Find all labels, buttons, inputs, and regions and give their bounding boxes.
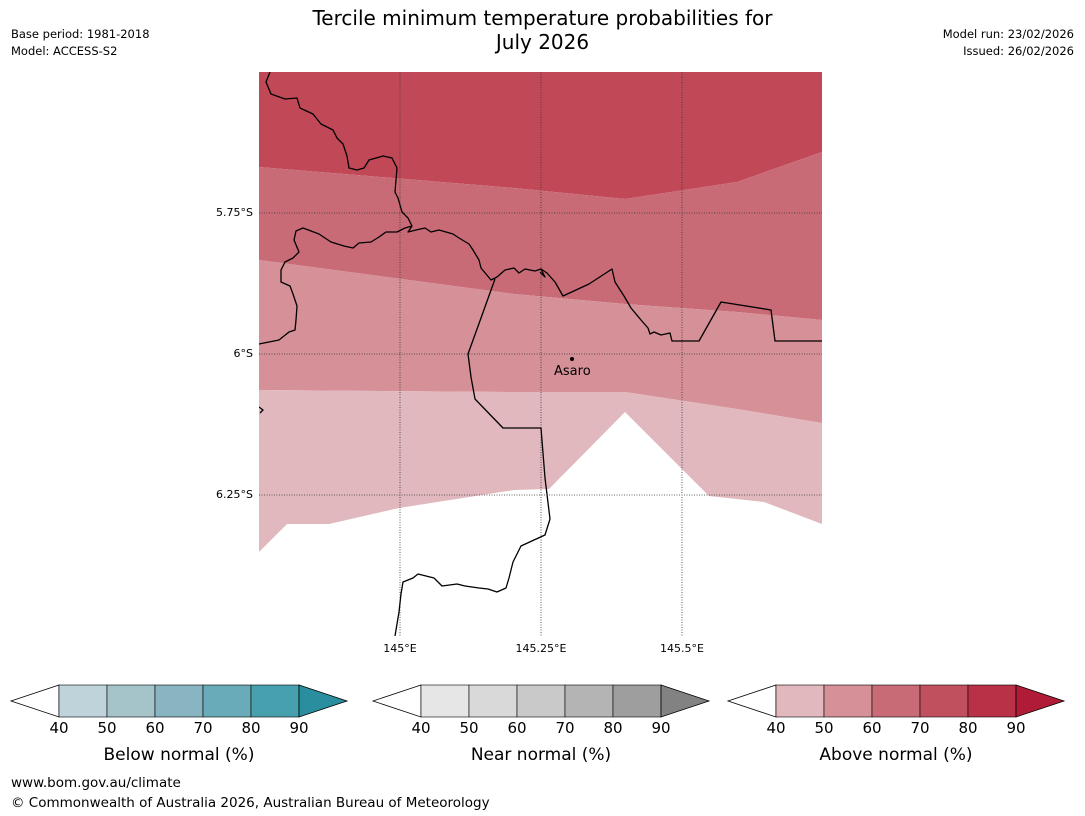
colorbar-near-segment-5 — [612, 684, 662, 718]
lon-label-145: 145°E — [383, 642, 417, 655]
lon-label-145-25: 145.25°E — [515, 642, 567, 655]
colorbar-near-segment-1 — [420, 684, 470, 718]
colorbar-near-under-arrow — [371, 684, 422, 718]
footer-copyright: © Commonwealth of Australia 2026, Austra… — [11, 795, 490, 811]
place-label-asaro: Asaro — [554, 364, 591, 379]
colorbar-near — [371, 684, 711, 718]
colorbar-below-under-arrow — [9, 684, 60, 718]
header-left: Base period: 1981-2018 Model: ACCESS-S2 — [11, 26, 150, 60]
model-run: Model run: 23/02/2026 — [942, 27, 1074, 41]
footer-url: www.bom.gov.au/climate — [11, 775, 181, 791]
colorbar-near-segment-2 — [468, 684, 518, 718]
boundary-lines — [259, 72, 822, 636]
colorbar-above-segment-4 — [919, 684, 969, 718]
colorbar-below-segment-3 — [154, 684, 204, 718]
colorbar-below-segment-2 — [106, 684, 156, 718]
tick-near-50: 50 — [459, 719, 479, 737]
colorbars — [9, 684, 1066, 718]
colorbar-below-over-arrow — [298, 684, 349, 718]
base-period: Base period: 1981-2018 — [11, 27, 150, 41]
colorbar-below-segment-5 — [250, 684, 300, 718]
colorbar-above — [726, 684, 1066, 718]
title-line-2: July 2026 — [495, 30, 590, 54]
colorbar-near-over-arrow — [660, 684, 711, 718]
tick-near-40: 40 — [411, 719, 431, 737]
colorbar-near-title: Near normal (%) — [470, 745, 612, 765]
tick-near-70: 70 — [555, 719, 575, 737]
colorbar-near-segment-3 — [516, 684, 566, 718]
tick-below-70: 70 — [193, 719, 213, 737]
colorbar-below-segment-1 — [58, 684, 108, 718]
band-above-60-70 — [259, 152, 822, 320]
tick-above-50: 50 — [814, 719, 834, 737]
boundary-inner-north — [259, 225, 413, 345]
tick-below-40: 40 — [49, 719, 69, 737]
colorbar-below-segment-4 — [202, 684, 252, 718]
colorbar-below — [9, 684, 349, 718]
tick-near-90: 90 — [651, 719, 671, 737]
colorbar-above-segment-2 — [823, 684, 873, 718]
header-right: Model run: 23/02/2026 Issued: 26/02/2026 — [943, 26, 1074, 60]
tick-above-80: 80 — [958, 719, 978, 737]
lat-label-6: 6°S — [233, 347, 253, 360]
tick-below-90: 90 — [289, 719, 309, 737]
band-above-40-50 — [259, 390, 822, 552]
colorbar-above-segment-3 — [871, 684, 921, 718]
colorbar-above-segment-5 — [967, 684, 1017, 718]
model-name: Model: ACCESS-S2 — [11, 44, 118, 58]
tick-above-40: 40 — [766, 719, 786, 737]
issued-date: Issued: 26/02/2026 — [963, 44, 1074, 58]
tick-near-60: 60 — [507, 719, 527, 737]
colorbar-above-title: Above normal (%) — [819, 745, 973, 765]
tick-below-80: 80 — [241, 719, 261, 737]
boundary-west — [265, 72, 546, 281]
colorbar-below-title: Below normal (%) — [103, 745, 255, 765]
graticule — [259, 72, 822, 636]
tick-near-80: 80 — [603, 719, 623, 737]
place-marker — [570, 357, 574, 361]
lat-label-5-75: 5.75°S — [216, 206, 253, 219]
lat-label-6-25: 6.25°S — [216, 488, 253, 501]
colorbar-above-under-arrow — [726, 684, 777, 718]
tick-above-70: 70 — [910, 719, 930, 737]
tick-below-50: 50 — [97, 719, 117, 737]
lon-label-145-5: 145.5°E — [660, 642, 704, 655]
map-title: Tercile minimum temperature probabilitie… — [0, 6, 1085, 54]
probability-map — [259, 72, 822, 636]
colorbar-near-segment-4 — [564, 684, 614, 718]
colorbar-above-over-arrow — [1015, 684, 1066, 718]
tick-above-90: 90 — [1006, 719, 1026, 737]
boundary-center — [394, 278, 551, 636]
tick-above-60: 60 — [862, 719, 882, 737]
title-line-1: Tercile minimum temperature probabilitie… — [312, 6, 773, 30]
boundary-east — [540, 268, 822, 342]
tick-below-60: 60 — [145, 719, 165, 737]
colorbar-above-segment-1 — [775, 684, 825, 718]
boundary-west-stub — [259, 406, 264, 414]
